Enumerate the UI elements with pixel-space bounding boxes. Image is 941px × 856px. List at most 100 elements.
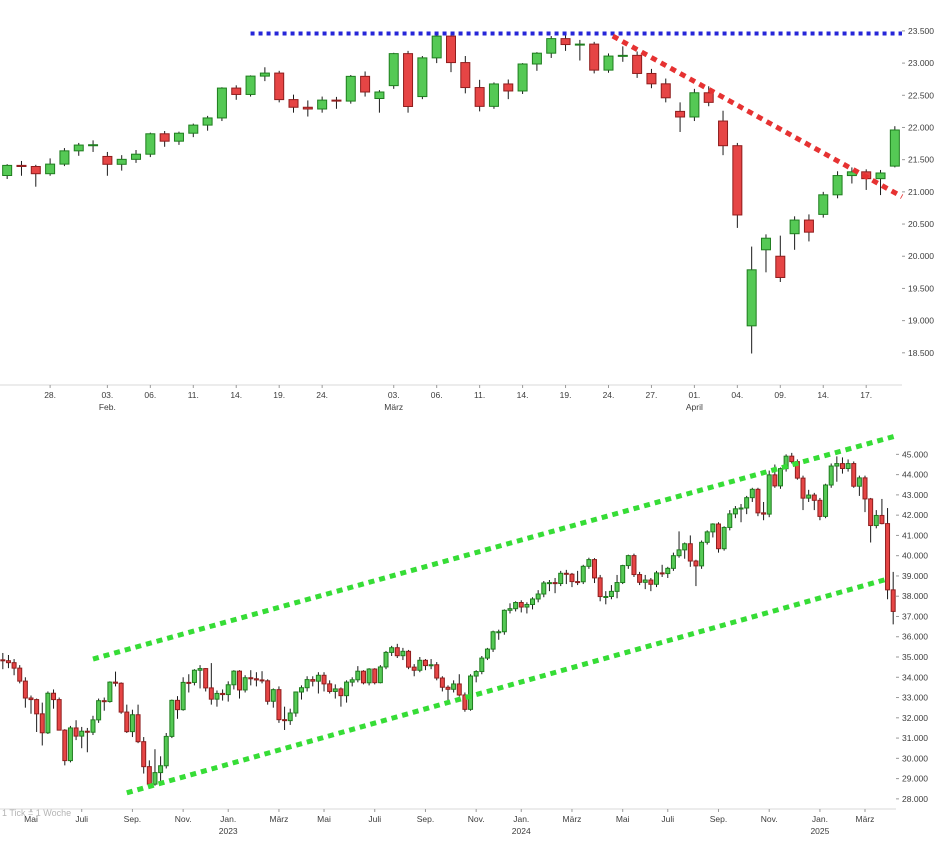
candle-body (79, 730, 85, 737)
candle-body (216, 87, 227, 119)
candle-body (856, 477, 862, 487)
tick-note-label: 1 Tick = 1 Woche (2, 808, 71, 818)
candle-body (703, 92, 714, 103)
candle (507, 603, 513, 614)
candle-body (158, 765, 164, 774)
candle (202, 115, 213, 131)
candle (248, 670, 254, 686)
candle (625, 554, 631, 569)
candle-body (317, 99, 328, 110)
x-axis-label: 24. (316, 390, 328, 400)
candle-body (321, 674, 327, 685)
candle-body (689, 92, 700, 118)
candle-body (2, 164, 13, 177)
candle (388, 52, 399, 89)
candle-body (67, 727, 73, 762)
candle-body (45, 692, 51, 734)
candle-body (355, 670, 361, 681)
y-axis-label: 34.000 (902, 672, 928, 682)
candle-body (772, 474, 778, 487)
candle-body (5, 660, 11, 664)
y-axis-label: 31.000 (902, 733, 928, 743)
candle-body (670, 555, 676, 569)
candle (51, 689, 57, 709)
candle (530, 597, 536, 610)
candle (789, 216, 800, 250)
candle-body (462, 694, 468, 710)
candle (715, 522, 721, 553)
candle (620, 564, 626, 585)
candle-body (116, 158, 127, 165)
candle (28, 695, 34, 714)
candle-body (558, 572, 564, 585)
candle-body (755, 488, 761, 514)
candle (744, 495, 750, 515)
candle-body (265, 680, 271, 702)
weekly-candlestick-chart: 45.000 44.000 43.000 42.000 41.000 40.000 39.0… (0, 433, 928, 836)
downtrend-trendline (611, 33, 904, 199)
candle (890, 571, 896, 625)
candle (617, 46, 628, 62)
candle (203, 668, 209, 692)
candle (304, 676, 310, 692)
x-axis-sublabel: März (384, 402, 403, 412)
candle-body (372, 668, 378, 684)
candle-body (107, 681, 113, 703)
y-axis-label: 21.500 (908, 155, 934, 165)
candle (501, 609, 507, 635)
candle (546, 580, 552, 592)
candle-body (73, 144, 84, 152)
candle-body (659, 572, 665, 575)
candle-body (403, 53, 414, 107)
candle-body (675, 110, 686, 118)
candle (270, 688, 276, 708)
candle (586, 557, 592, 569)
candle (873, 510, 879, 529)
candle (145, 132, 156, 158)
candle-body (574, 43, 585, 46)
x-axis-label: Nov. (468, 814, 485, 824)
candle-body (518, 602, 524, 608)
candle (806, 489, 812, 502)
candle (276, 686, 282, 723)
candle-body (873, 514, 879, 527)
candle-body (546, 38, 557, 54)
candle-body (693, 560, 699, 567)
candle-body (660, 83, 671, 99)
candle-body (101, 700, 107, 703)
candle-body (592, 559, 598, 579)
candle-body (474, 87, 485, 107)
candle (732, 142, 743, 228)
x-axis-label: 14. (230, 390, 242, 400)
x-axis-sublabel: Feb. (99, 402, 116, 412)
candle (648, 577, 654, 592)
candle-body (62, 729, 68, 762)
candle (574, 39, 585, 61)
candle (675, 102, 686, 132)
x-axis-label: Nov. (761, 814, 778, 824)
candle-body (102, 155, 113, 165)
candle-body (113, 681, 119, 684)
x-axis-label: Mai (317, 814, 331, 824)
candle-body (597, 577, 603, 598)
candle-body (868, 498, 874, 527)
x-axis-label: Sep. (417, 814, 435, 824)
x-axis-label: 11. (474, 390, 485, 400)
candle-body (832, 175, 843, 196)
candle-body (146, 766, 152, 785)
candle-body (517, 63, 528, 92)
candle-body (468, 675, 474, 710)
candle (310, 676, 316, 687)
candle (331, 96, 342, 109)
candle (17, 665, 23, 684)
candle-body (411, 666, 417, 671)
candle (287, 708, 293, 725)
candle (158, 756, 164, 786)
candle-body (637, 574, 643, 583)
candle (868, 497, 874, 543)
candle-body (851, 463, 857, 487)
candle (197, 665, 203, 689)
candle-body (90, 719, 96, 733)
candle (828, 463, 834, 488)
candle (208, 663, 214, 705)
